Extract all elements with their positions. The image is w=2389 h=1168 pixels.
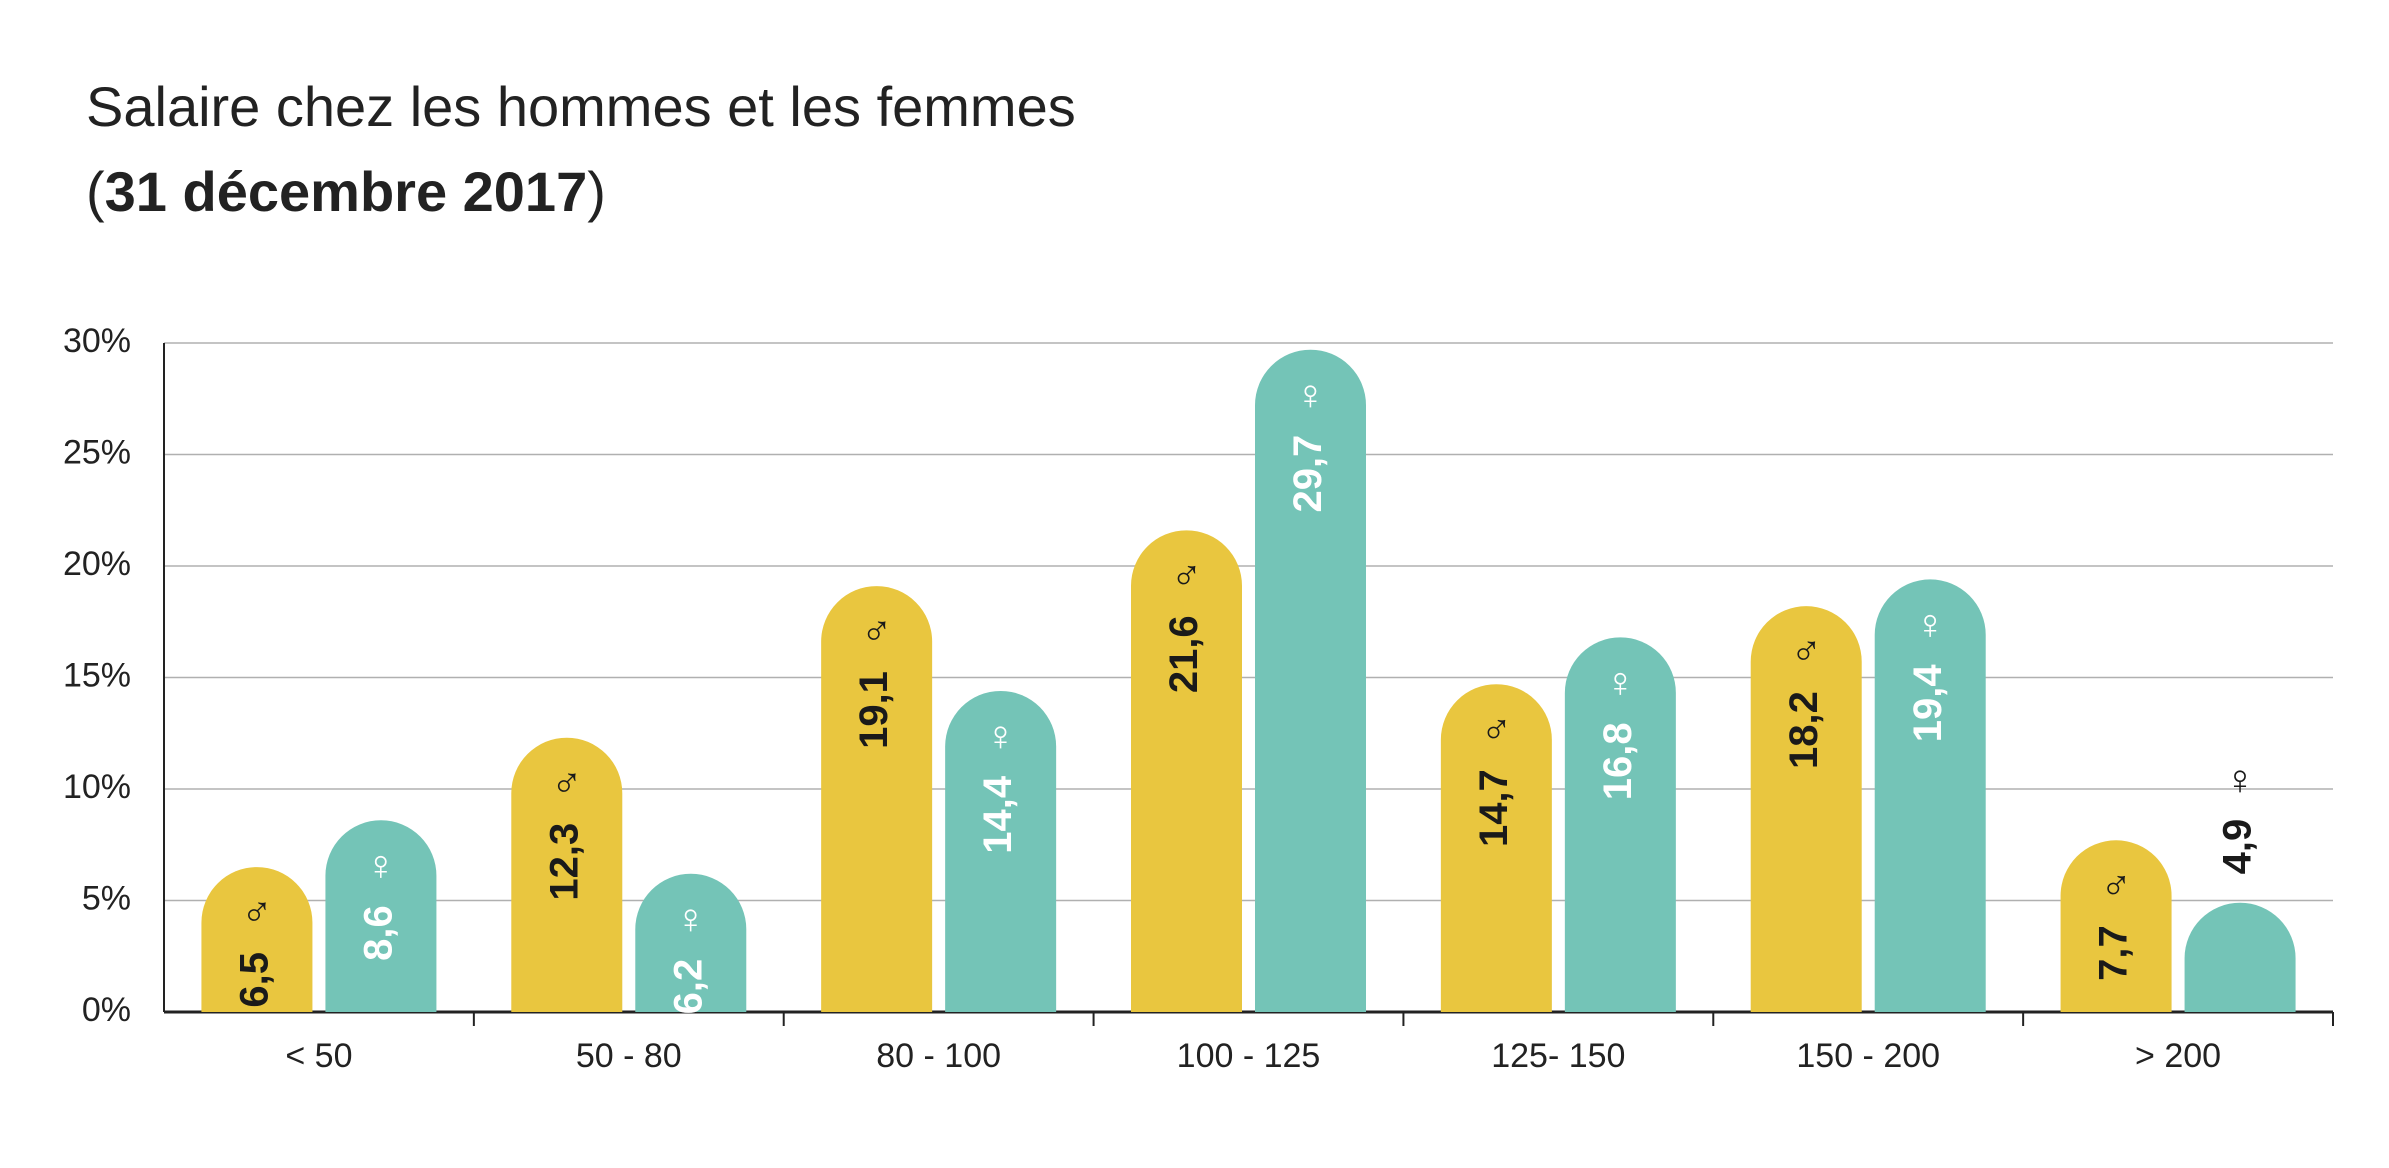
y-tick-label: 20% bbox=[63, 545, 131, 583]
value-label: 8,6 bbox=[356, 905, 400, 961]
series-symbol: ♀ bbox=[365, 841, 397, 888]
x-tick-label: 80 - 100 bbox=[876, 1037, 1001, 1075]
bar bbox=[945, 690, 1057, 1012]
bar bbox=[1131, 530, 1242, 1012]
value-label: 21,6 bbox=[1162, 615, 1206, 693]
bar bbox=[635, 873, 747, 1012]
value-label: 18,2 bbox=[1782, 691, 1826, 769]
value-label: 16,8 bbox=[1596, 722, 1640, 800]
value-label: 19,1 bbox=[852, 671, 896, 749]
chart-title: Salaire chez les hommes et les femmes bbox=[86, 75, 1076, 138]
bar bbox=[325, 820, 437, 1012]
value-label: 6,5 bbox=[232, 952, 276, 1008]
x-tick-label: < 50 bbox=[285, 1037, 352, 1075]
series-symbol: ♂ bbox=[861, 607, 893, 654]
series-symbol: ♂ bbox=[1481, 705, 1513, 752]
subtitle-part: 31 décembre 2017 bbox=[105, 160, 588, 223]
series-symbol: ♂ bbox=[1171, 551, 1203, 598]
bar bbox=[2184, 902, 2296, 1012]
series-symbol: ♂ bbox=[2100, 861, 2132, 908]
value-label: 12,3 bbox=[542, 823, 586, 901]
bar bbox=[1750, 606, 1862, 1012]
x-tick-label: 150 - 200 bbox=[1796, 1037, 1940, 1075]
series-symbol: ♀ bbox=[1605, 658, 1637, 705]
chart-subtitle: (31 décembre 2017) bbox=[86, 160, 606, 223]
series-symbol: ♂ bbox=[241, 888, 273, 935]
value-label: 6,2 bbox=[666, 959, 710, 1015]
x-tick-label: 125- 150 bbox=[1491, 1037, 1625, 1075]
y-tick-label: 0% bbox=[82, 991, 131, 1029]
value-label: 14,7 bbox=[1472, 769, 1516, 847]
bar bbox=[821, 586, 933, 1012]
bar bbox=[201, 867, 313, 1012]
series-symbol: ♀ bbox=[675, 895, 707, 942]
x-tick-label: 50 - 80 bbox=[576, 1037, 682, 1075]
value-label: 14,4 bbox=[976, 775, 1020, 854]
y-tick-label: 10% bbox=[63, 768, 131, 806]
subtitle-part: ( bbox=[86, 160, 105, 223]
bar bbox=[2060, 840, 2172, 1012]
series-symbol: ♀ bbox=[2224, 756, 2256, 803]
series-symbol: ♀ bbox=[985, 712, 1017, 759]
x-tick-label: 100 - 125 bbox=[1177, 1037, 1321, 1075]
y-tick-label: 5% bbox=[82, 879, 131, 917]
value-label: 29,7 bbox=[1286, 435, 1330, 513]
bar bbox=[1564, 637, 1676, 1012]
series-symbol: ♂ bbox=[551, 759, 583, 806]
bar bbox=[1874, 579, 1986, 1012]
bar bbox=[1440, 684, 1552, 1012]
y-tick-label: 25% bbox=[63, 433, 131, 471]
y-tick-label: 30% bbox=[63, 322, 131, 360]
bar bbox=[511, 737, 623, 1012]
bar bbox=[1255, 349, 1366, 1012]
series-symbol: ♀ bbox=[1295, 371, 1327, 418]
y-tick-label: 15% bbox=[63, 656, 131, 694]
series-symbol: ♀ bbox=[1914, 600, 1946, 647]
value-label: 7,7 bbox=[2092, 925, 2136, 981]
x-tick-label: > 200 bbox=[2135, 1037, 2221, 1075]
value-label: 19,4 bbox=[1906, 664, 1950, 743]
value-label: 4,9 bbox=[2216, 819, 2260, 875]
series-symbol: ♂ bbox=[1790, 627, 1822, 674]
subtitle-part: ) bbox=[587, 160, 606, 223]
